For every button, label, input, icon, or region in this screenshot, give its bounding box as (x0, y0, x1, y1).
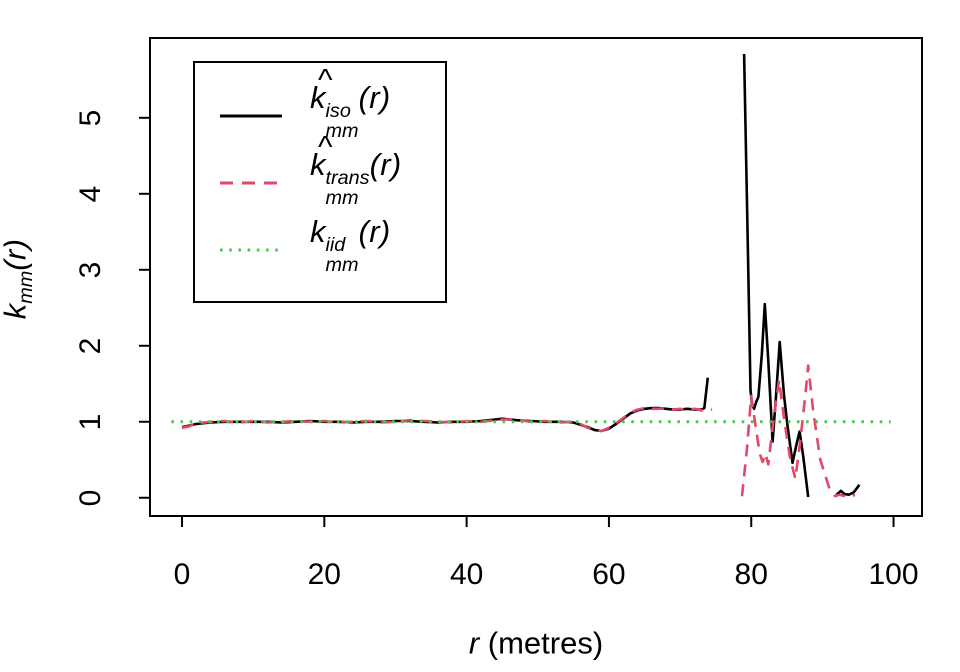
legend-line-sample (220, 174, 282, 184)
math-variable: r (369, 213, 380, 249)
legend-line-sample (220, 107, 282, 117)
math-scripts: trans mm (325, 167, 370, 210)
math-base: k ^ (310, 61, 332, 115)
legend-sample-svg (220, 114, 282, 117)
legend-label: k ^ trans mm (r) (310, 128, 402, 210)
math-superscript: iid (325, 234, 346, 257)
legend-line-sample (220, 241, 282, 251)
math-variable: r (380, 146, 391, 182)
legend-item: k ^ trans mm (r) (195, 128, 445, 211)
math-subscript: mm (325, 120, 359, 143)
math-argument: (r) (358, 79, 391, 115)
series-trans-line (740, 364, 856, 498)
legend-sample-svg (220, 181, 282, 184)
math-base: k (310, 213, 326, 249)
math-subscript: mm (325, 254, 359, 277)
legend-label: k ^ iso mm (r) (310, 61, 391, 143)
math-argument: (r) (358, 213, 391, 249)
series-trans-line (181, 406, 713, 433)
legend-label: k iid mm (r) (310, 214, 390, 276)
math-label: k ^ trans mm (r) (310, 128, 402, 210)
math-scripts: iso mm (325, 100, 359, 143)
legend-sample-svg (220, 248, 282, 251)
hat-accent: ^ (317, 61, 332, 97)
series-iso-line (742, 53, 810, 498)
math-scripts: iid mm (325, 234, 359, 277)
legend-item: k ^ iso mm (r) (195, 61, 445, 144)
math-argument: (r) (369, 146, 402, 182)
math-label: k iid mm (r) (310, 214, 390, 276)
legend-item: k iid mm (r) (195, 211, 445, 278)
plot-border (149, 37, 923, 517)
series-iso-line (835, 484, 861, 497)
math-variable: r (369, 79, 380, 115)
math-subscript: mm (325, 187, 359, 210)
math-superscript: iso (325, 100, 351, 123)
math-superscript: trans (325, 167, 370, 190)
math-base: k ^ (310, 128, 332, 182)
legend: k ^ iso mm (r) k ^ trans mm (r) k iid mm (r) (193, 61, 447, 303)
math-label: k ^ iso mm (r) (310, 61, 391, 143)
hat-accent: ^ (317, 128, 332, 164)
